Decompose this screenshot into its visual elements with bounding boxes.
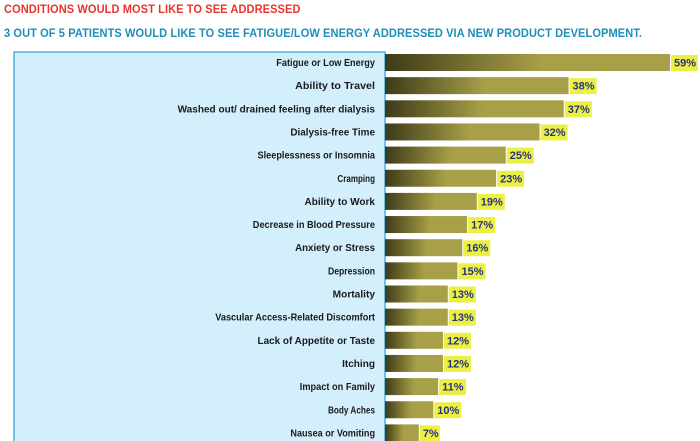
category-label: Decrease in Blood Pressure [253,220,376,231]
category-label: Sleeplessness or Insomnia [258,151,376,162]
bar [385,262,457,279]
value-label: 38% [573,81,595,93]
value-label: 11% [442,382,464,394]
bar [385,355,443,372]
value-label: 32% [544,127,566,139]
bar [385,332,443,349]
category-label: Cramping [337,174,375,185]
bar [385,193,477,210]
category-label: Vascular Access-Related Discomfort [215,313,375,324]
bar [385,424,419,441]
category-label: Itching [342,359,375,370]
category-label: Ability to Work [305,197,376,208]
bar [385,378,438,395]
category-label: Fatigue or Low Energy [276,58,375,69]
value-label: 23% [500,173,522,185]
bar [385,170,496,187]
category-label: Mortality [333,290,376,301]
value-label: 7% [423,428,439,440]
category-label: Depression [328,266,375,277]
value-label: 17% [471,220,493,232]
bar [385,309,448,326]
category-label: Dialysis-free Time [290,127,375,138]
bar [385,147,506,164]
value-label: 16% [466,243,488,255]
value-label: 13% [452,289,474,301]
category-label: Impact on Family [300,382,376,393]
bar [385,239,462,256]
category-label: Anxiety or Stress [295,243,375,254]
bar [385,100,564,117]
bar [385,286,448,303]
category-label: Lack of Appetite or Taste [258,336,376,347]
bar [385,77,569,94]
value-label: 15% [461,266,483,278]
value-label: 13% [452,312,474,324]
value-label: 59% [674,58,696,70]
bar [385,401,433,418]
value-label: 12% [447,358,469,370]
bar-chart: Fatigue or Low Energy 59% Ability to Trave… [0,0,700,441]
value-label: 19% [481,196,503,208]
bar [385,123,540,140]
bar [385,54,670,71]
value-label: 10% [437,405,459,417]
value-label: 37% [568,104,590,116]
category-label: Ability to Travel [295,81,375,92]
value-label: 12% [447,335,469,347]
category-label: Nausea or Vomiting [290,428,375,439]
category-label: Washed out/ drained feeling after dialys… [178,104,376,115]
category-label: Body Aches [328,405,375,416]
bar [385,216,467,233]
value-label: 25% [510,150,532,162]
